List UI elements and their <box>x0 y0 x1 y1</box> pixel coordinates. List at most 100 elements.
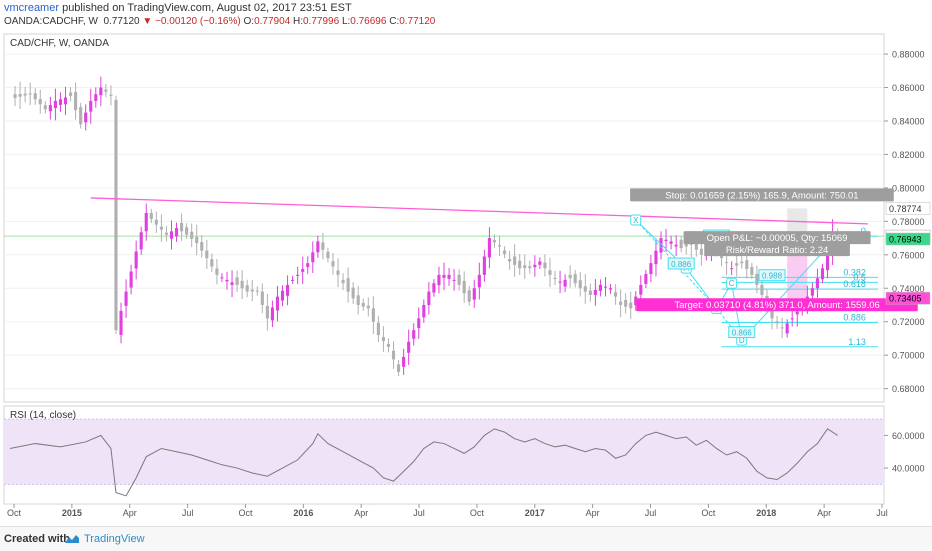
candle <box>351 282 355 304</box>
created-with-label: Created with <box>4 533 71 545</box>
candle-body <box>336 270 340 275</box>
candle <box>225 271 229 290</box>
pattern-ratio-box <box>667 257 695 270</box>
candle-body <box>422 304 426 318</box>
candle <box>58 92 63 112</box>
candle <box>285 275 290 306</box>
candle-body <box>154 219 158 225</box>
candle-body <box>780 327 784 329</box>
candle-body <box>624 299 628 307</box>
candle-body <box>568 274 572 279</box>
publish-line: vmcreamer published on TradingView.com, … <box>4 2 352 14</box>
candle <box>68 87 73 102</box>
publisher-link[interactable]: vmcreamer <box>4 2 60 14</box>
candle <box>391 341 396 369</box>
candle <box>472 280 476 308</box>
candle-body <box>457 274 461 285</box>
stop-zone <box>787 208 808 237</box>
candle-body <box>270 307 274 321</box>
candle-body <box>538 261 542 265</box>
candle <box>482 249 486 282</box>
time-tick-label: Jul <box>182 508 194 518</box>
candle-body <box>351 287 355 299</box>
candle-body <box>745 260 749 270</box>
candle <box>119 302 123 344</box>
pattern-point-label: C <box>729 279 735 288</box>
price-tick-label: 0.70000 <box>892 351 925 361</box>
tradingview-logo-icon <box>65 535 79 543</box>
candle-body <box>497 245 502 247</box>
candle-body <box>356 295 360 305</box>
time-tick-label: Oct <box>701 508 716 518</box>
time-tick-label: 2015 <box>62 508 82 518</box>
candle-body <box>603 286 608 288</box>
candle <box>654 238 658 277</box>
open-pnl-label-text: Open P&L: −0.00005, Qty: 15069 <box>707 233 848 244</box>
candle <box>750 262 754 280</box>
candle-body <box>381 337 386 341</box>
price-tick-label: 0.72000 <box>892 317 925 327</box>
candle <box>634 291 638 311</box>
time-tick-label: Oct <box>470 508 485 518</box>
risk-reward-label-bg <box>704 243 850 257</box>
candle-body <box>114 99 118 331</box>
candle-body <box>508 258 512 262</box>
candle <box>608 284 613 294</box>
candle <box>573 270 577 288</box>
candle <box>79 102 83 129</box>
chart-area[interactable]: 0.88000 0.86000 0.84000 0.82000 0.80000 0.780… <box>0 28 932 526</box>
candle <box>412 323 416 346</box>
candle <box>23 86 27 103</box>
candle <box>84 104 88 131</box>
pattern-ratio: 0.866 <box>728 326 756 339</box>
candle <box>740 256 744 269</box>
candle <box>366 297 370 317</box>
candle-body <box>654 250 658 265</box>
rsi-line <box>9 428 838 497</box>
candle-body <box>462 280 466 294</box>
candle-body <box>477 274 481 288</box>
candle-body <box>825 249 830 271</box>
pattern-ratio-box <box>728 326 756 339</box>
candle-body <box>316 241 320 253</box>
candle-body <box>452 279 456 281</box>
candle <box>497 235 502 256</box>
candle <box>437 266 441 294</box>
candle-body <box>397 364 401 372</box>
candle-body <box>659 238 663 253</box>
candle-body <box>644 274 648 284</box>
risk-reward-label-text: Risk/Reward Ratio: 2.24 <box>726 245 828 256</box>
candle-body <box>326 251 330 259</box>
stop-label-text: Stop: 0.01659 (2.15%) 165.9, Amount: 750… <box>665 190 858 201</box>
candle <box>477 262 481 300</box>
time-tick-label: Oct <box>7 508 22 518</box>
candle-body <box>614 292 618 297</box>
candle <box>48 96 52 120</box>
candle <box>195 224 199 256</box>
candle <box>220 273 224 283</box>
candle-body <box>730 268 734 270</box>
candle-body <box>583 286 587 292</box>
candle-body <box>235 277 239 285</box>
candle-body <box>331 261 335 267</box>
candle <box>89 88 93 124</box>
tradingview-brand[interactable]: TradingView <box>84 533 145 545</box>
candle-body <box>563 279 567 287</box>
candle-body <box>699 248 703 255</box>
candle-body <box>578 280 582 289</box>
candle <box>28 82 32 106</box>
candle-body <box>437 274 441 286</box>
chart-title: CAD/CHF, W, OANDA <box>10 38 109 49</box>
candle-body <box>366 305 370 309</box>
rsi-tick-label: 60.0000 <box>892 431 925 441</box>
down-arrow-icon: ▼ <box>142 16 153 27</box>
candle-body <box>750 267 754 275</box>
close-value: 0.77120 <box>399 16 436 27</box>
candle-body <box>174 228 179 237</box>
candle-body <box>573 274 577 284</box>
candle-body <box>760 284 764 295</box>
candle-body <box>629 302 633 309</box>
candle <box>109 85 113 106</box>
candle <box>306 256 310 274</box>
candle-body <box>558 281 562 283</box>
